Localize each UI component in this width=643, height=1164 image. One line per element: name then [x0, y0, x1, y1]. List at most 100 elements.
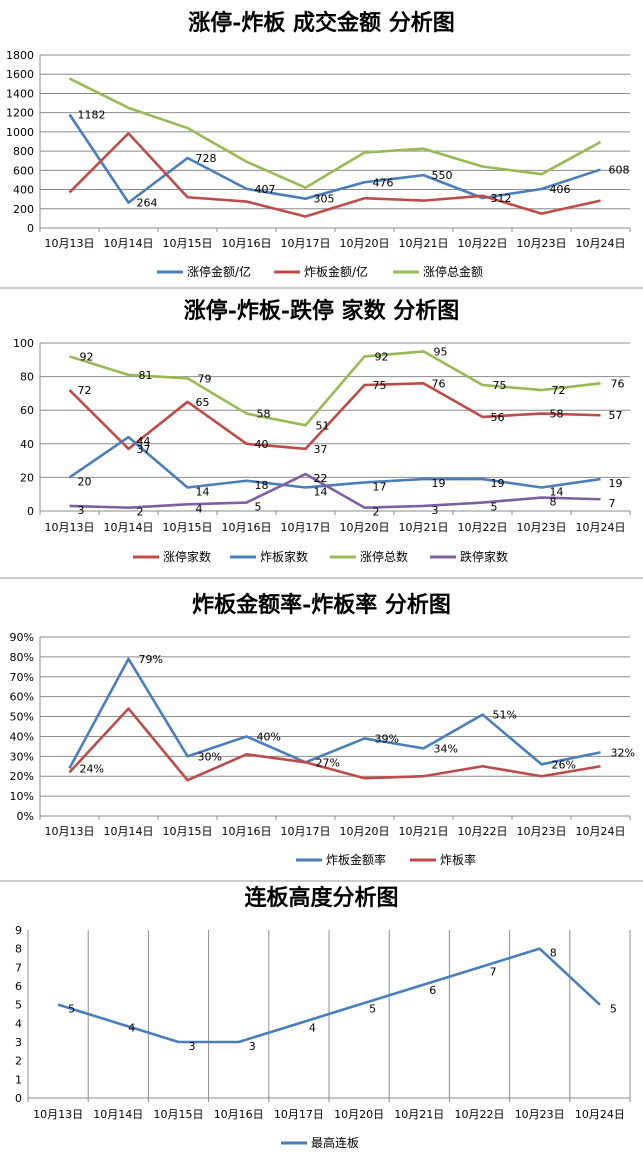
- chart-3: 炸板金额率-炸板率 分析图 0% 10% 20% 30% 40% 50% 60% 70% 80% 9…: [10, 592, 635, 867]
- data-label: 95: [434, 345, 448, 358]
- y-tick-label: 4: [15, 1017, 22, 1030]
- series-line-1: [68, 113, 601, 204]
- x-tick-label: 10月17日: [281, 521, 331, 534]
- x-tick-label: 10月15日: [163, 521, 213, 534]
- series-line-1: [68, 382, 601, 451]
- chart-title: 涨停-炸板 成交金额 分析图: [188, 10, 454, 36]
- data-label: 407: [255, 183, 276, 196]
- data-label: 75: [493, 379, 507, 392]
- x-tick-label: 10月16日: [222, 825, 272, 838]
- data-label: 728: [196, 152, 217, 165]
- chart-2: 涨停-炸板-跌停 家数 分析图 0 20 40 60 80 100 10月13日 10月14日 1…: [13, 298, 631, 564]
- x-tick-label: 10月22日: [458, 825, 508, 838]
- x-tick-label: 10月22日: [458, 237, 508, 250]
- x-tick-label: 10月24日: [576, 825, 626, 838]
- data-label: 476: [373, 176, 394, 189]
- y-tick-label: 20: [20, 471, 34, 484]
- data-label: 4: [309, 1021, 316, 1034]
- legend-label: 涨停总金额: [423, 264, 483, 279]
- x-tick-label: 10月13日: [45, 825, 95, 838]
- chart-title: 炸板金额率-炸板率 分析图: [192, 592, 451, 618]
- data-label: 56: [491, 411, 505, 424]
- data-label: 8: [550, 947, 557, 960]
- x-tick-label: 10月13日: [45, 237, 95, 250]
- x-tick-label: 10月17日: [281, 825, 331, 838]
- series-line-3: [68, 77, 602, 189]
- x-tick-label: 10月15日: [163, 825, 213, 838]
- data-label: 5: [68, 1003, 75, 1016]
- data-label: 79: [198, 372, 212, 385]
- legend-label: 炸板金额/亿: [304, 264, 368, 279]
- y-tick-label: 10%: [10, 790, 34, 803]
- legend-label: 炸板金额率: [326, 852, 386, 867]
- x-tick-label: 10月21日: [399, 521, 449, 534]
- legend-label: 跌停家数: [460, 549, 508, 564]
- data-label: 3: [78, 504, 85, 517]
- data-label: 8: [550, 496, 557, 509]
- data-label: 37: [137, 443, 151, 456]
- data-label: 3: [432, 504, 439, 517]
- x-tick-label: 10月24日: [576, 521, 626, 534]
- y-tick-label: 3: [15, 1036, 22, 1049]
- data-label: 39%: [375, 732, 399, 745]
- y-tick-label: 80: [20, 371, 34, 384]
- y-tick-label: 1600: [6, 68, 34, 81]
- y-tick-label: 6: [15, 980, 22, 993]
- y-tick-label: 400: [13, 184, 34, 197]
- data-label: 1182: [78, 108, 106, 121]
- data-label: 34%: [434, 742, 458, 755]
- data-label: 92: [80, 350, 94, 363]
- series-line-1: [57, 947, 601, 1044]
- series-line-2: [68, 435, 601, 489]
- data-label: 30%: [198, 750, 222, 763]
- data-label: 58: [550, 408, 564, 421]
- y-tick-label: 5: [15, 999, 22, 1012]
- data-label: 14: [196, 485, 210, 498]
- data-label: 37: [314, 443, 328, 456]
- y-tick-label: 1200: [6, 107, 34, 120]
- y-tick-label: 1000: [6, 126, 34, 139]
- x-tick-label: 10月24日: [576, 237, 626, 250]
- data-label: 312: [491, 192, 512, 205]
- data-label: 40: [255, 438, 269, 451]
- y-tick-label: 9: [15, 924, 22, 937]
- x-tick-label: 10月17日: [274, 1108, 324, 1121]
- series-line-1: [68, 657, 601, 769]
- data-label: 19: [609, 477, 623, 490]
- data-label: 57: [609, 409, 623, 422]
- data-label: 51: [316, 419, 330, 432]
- legend-label: 涨停总数: [360, 549, 408, 564]
- x-tick-label: 10月17日: [281, 237, 331, 250]
- x-tick-label: 10月21日: [399, 237, 449, 250]
- x-tick-label: 10月21日: [394, 1108, 444, 1121]
- y-tick-label: 80%: [10, 651, 34, 664]
- chart-1: 涨停-炸板 成交金额 分析图 0 200 400 600 800 1000 1200 1400 1…: [6, 10, 631, 279]
- y-tick-label: 50%: [10, 711, 34, 724]
- chart-4: 连板高度分析图 0 1 2 3 4 5 6 7 8 9 10月13日 10月14日 10月15日 10月16…: [15, 885, 631, 1150]
- data-label: 92: [375, 350, 389, 363]
- data-label: 44: [137, 435, 151, 448]
- data-label: 75: [373, 379, 387, 392]
- x-tick-label: 10月15日: [163, 237, 213, 250]
- y-tick-label: 70%: [10, 671, 34, 684]
- legend-label: 炸板率: [440, 852, 476, 867]
- y-tick-label: 800: [13, 145, 34, 158]
- data-label: 40%: [257, 730, 281, 743]
- data-label: 19: [491, 477, 505, 490]
- y-tick-label: 1: [15, 1073, 22, 1086]
- x-tick-label: 10月23日: [515, 1108, 565, 1121]
- data-label: 550: [432, 169, 453, 182]
- data-label: 18: [255, 479, 269, 492]
- y-tick-label: 30%: [10, 750, 34, 763]
- data-label: 5: [610, 1003, 617, 1016]
- legend-label: 炸板家数: [260, 549, 308, 564]
- x-tick-label: 10月13日: [45, 521, 95, 534]
- data-label: 81: [139, 369, 153, 382]
- legend-label: 涨停家数: [163, 549, 211, 564]
- data-label: 65: [196, 396, 210, 409]
- x-tick-label: 10月22日: [455, 1108, 505, 1121]
- y-tick-label: 0: [27, 505, 34, 518]
- data-label: 264: [137, 197, 158, 210]
- data-label: 27%: [316, 756, 340, 769]
